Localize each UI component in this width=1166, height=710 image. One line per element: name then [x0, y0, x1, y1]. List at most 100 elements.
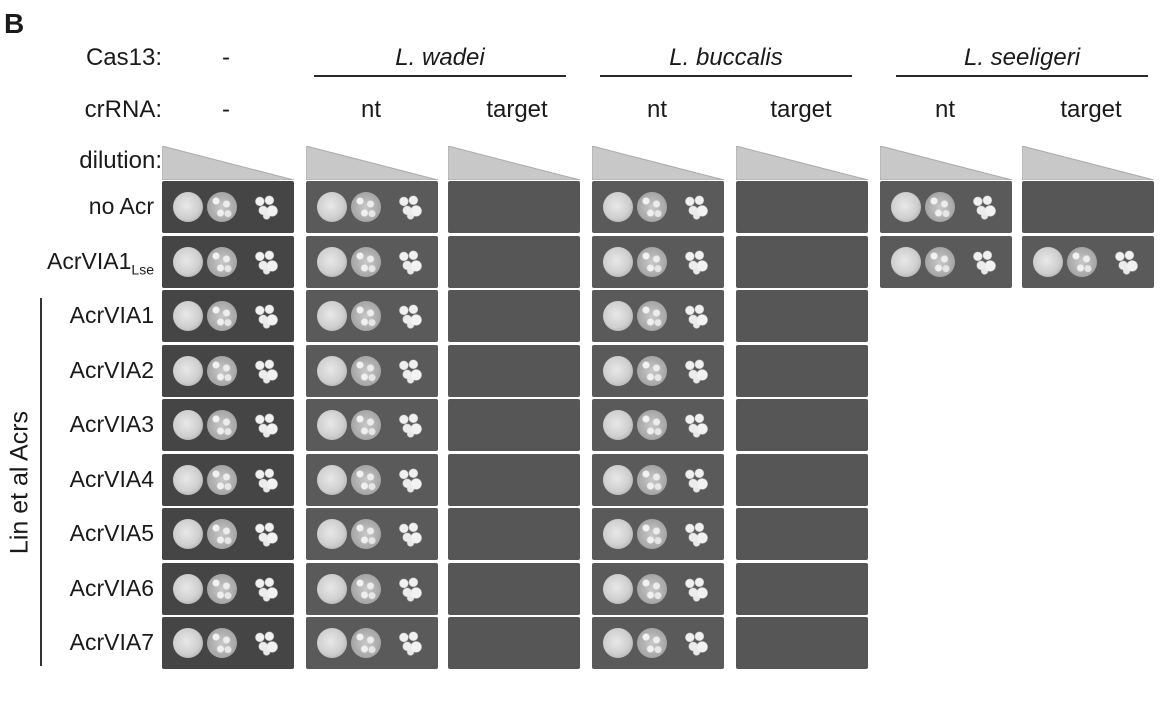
dilution-wedge-1 — [162, 146, 294, 180]
colony-spot — [252, 302, 280, 330]
plate-bucc-nt-row1 — [592, 181, 724, 233]
colony-spot — [207, 192, 237, 222]
colony-spot — [317, 519, 347, 549]
plate-bucc-nt-row8 — [592, 562, 724, 615]
colony-spot — [603, 192, 633, 222]
colony-spot — [637, 519, 667, 549]
colony-spot — [603, 573, 633, 604]
underline-buccalis — [600, 75, 852, 77]
row-label: AcrVIA2 — [69, 356, 154, 383]
dilution-wedge-5 — [736, 146, 868, 180]
colony-spot — [396, 520, 424, 548]
colony-spot — [317, 192, 347, 222]
cas13-label: Cas13: — [85, 44, 162, 71]
colony-spot — [925, 192, 955, 222]
plate-bucc-nt-row2 — [592, 235, 724, 288]
plate-wadei-nt-row5 — [306, 399, 438, 451]
group-bracket — [40, 298, 42, 666]
colony-spot — [637, 192, 667, 222]
colony-spot — [351, 355, 381, 386]
plate-control-row8 — [162, 562, 294, 615]
colony-spot — [1067, 246, 1097, 277]
colony-spot — [396, 629, 424, 657]
crrna-col-3: nt — [646, 96, 667, 123]
plate-bucc-target-row8 — [736, 562, 868, 615]
plate-bucc-nt-row3 — [592, 290, 724, 342]
colony-spot — [891, 192, 921, 222]
panel-letter: B — [4, 8, 25, 39]
colony-spot — [682, 247, 710, 276]
colony-spot — [351, 464, 381, 495]
colony-spot — [173, 246, 203, 277]
colony-spot — [637, 355, 667, 386]
plate-bucc-nt-row7 — [592, 508, 724, 560]
row-label: AcrVIA6 — [69, 574, 154, 601]
plate-seel-target-row1 — [1022, 181, 1154, 233]
colony-spot — [252, 411, 280, 439]
colony-spot — [396, 302, 424, 330]
colony-spot — [317, 246, 347, 277]
plate-wadei-target-row3 — [448, 290, 580, 342]
control-crrna: - — [222, 96, 230, 123]
colony-spot — [252, 629, 280, 657]
colony-spot — [173, 410, 203, 440]
colony-spot — [682, 302, 710, 330]
plate-wadei-nt-row3 — [306, 290, 438, 342]
colony-spot — [351, 573, 381, 604]
colony-spot — [637, 464, 667, 495]
crrna-col-2: target — [486, 96, 548, 123]
dilution-wedge-6 — [880, 146, 1012, 180]
colony-spot — [173, 628, 203, 658]
plate-seel-target-row2 — [1022, 235, 1154, 288]
plate-bucc-target-row3 — [736, 290, 868, 342]
colony-spot — [317, 628, 347, 658]
colony-spot — [637, 573, 667, 604]
plate-wadei-nt-row8 — [306, 562, 438, 615]
crrna-col-1: nt — [360, 96, 381, 123]
plate-bucc-target-row6 — [736, 453, 868, 506]
colony-spot — [173, 301, 203, 331]
colony-spot — [207, 410, 237, 440]
plate-wadei-target-row4 — [448, 344, 580, 397]
dilution-wedge-7 — [1022, 146, 1154, 180]
colony-spot — [207, 628, 237, 658]
species-seeligeri: L. seeligeri — [963, 44, 1081, 71]
colony-spot — [396, 193, 424, 221]
colony-spot — [351, 192, 381, 222]
row-label: AcrVIA5 — [69, 520, 154, 546]
dilution-label: dilution: — [79, 147, 162, 174]
plate-bucc-target-row7 — [736, 508, 868, 560]
colony-spot — [891, 246, 921, 277]
plate-control-row7 — [162, 508, 294, 560]
colony-spot — [317, 573, 347, 604]
colony-spot — [603, 464, 633, 495]
species-buccalis: L. buccalis — [669, 44, 783, 71]
colony-spot — [317, 301, 347, 331]
colony-spot — [396, 574, 424, 603]
colony-spot — [603, 519, 633, 549]
plate-wadei-target-row8 — [448, 562, 580, 615]
colony-spot — [252, 247, 280, 276]
plate-wadei-nt-row4 — [306, 344, 438, 397]
colony-spot — [173, 464, 203, 495]
plate-bucc-nt-row6 — [592, 453, 724, 506]
colony-spot — [682, 193, 710, 221]
colony-spot — [396, 356, 424, 385]
colony-spot — [1112, 247, 1140, 276]
colony-spot — [603, 355, 633, 386]
plate-bucc-target-row4 — [736, 344, 868, 397]
colony-spot — [351, 519, 381, 549]
colony-spot — [252, 193, 280, 221]
colony-spot — [173, 519, 203, 549]
control-cas13: - — [222, 44, 230, 71]
colony-spot — [637, 410, 667, 440]
colony-spot — [173, 192, 203, 222]
colony-spot — [252, 356, 280, 385]
row-label: no Acr — [88, 193, 154, 219]
colony-spot — [396, 465, 424, 494]
plate-control-row2 — [162, 235, 294, 288]
row-label: AcrVIA1 — [69, 302, 154, 328]
colony-spot — [682, 411, 710, 439]
species-wadei: L. wadei — [395, 44, 485, 71]
plate-control-row4 — [162, 344, 294, 397]
